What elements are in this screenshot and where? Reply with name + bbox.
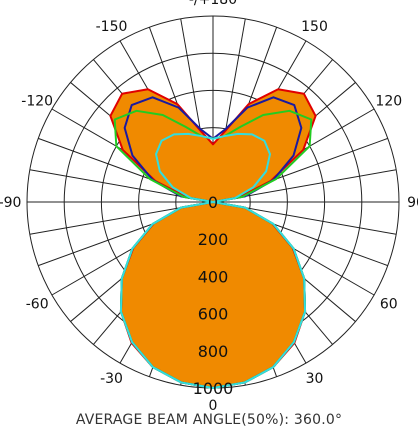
angle-label: -90	[0, 195, 21, 211]
beam-angle-caption: AVERAGE BEAM ANGLE(50%): 360.0°	[75, 412, 343, 428]
polar-chart: -/+180 150 120 90 60 30 0 -30 -60 -90 -120 -150 0 20…	[0, 0, 418, 412]
radial-labels: 0 200 400 600 800 1000	[193, 193, 234, 398]
radial-tick-label: 800	[198, 342, 229, 361]
angle-label: 90	[407, 195, 418, 211]
angle-label: 150	[301, 19, 328, 35]
angle-label: -120	[21, 94, 53, 110]
radial-tick-label: 400	[198, 267, 229, 286]
radial-tick-label: 1000	[193, 379, 234, 398]
angle-label: -60	[26, 297, 49, 313]
radial-tick-label: 0	[208, 193, 218, 212]
angle-label: -30	[100, 371, 123, 387]
radial-tick-label: 600	[198, 305, 229, 324]
angle-label: 0	[209, 398, 218, 412]
angle-label: -150	[96, 19, 128, 35]
radial-tick-label: 200	[198, 230, 229, 249]
series-curve-4	[119, 132, 307, 389]
angle-label: 120	[375, 94, 402, 110]
angle-label: -/+180	[189, 0, 237, 8]
series-layer	[109, 88, 317, 389]
angle-label: 60	[380, 297, 398, 313]
angle-labels: -/+180 150 120 90 60 30 0 -30 -60 -90 -120 -150	[0, 0, 418, 412]
angle-label: 30	[306, 371, 324, 387]
